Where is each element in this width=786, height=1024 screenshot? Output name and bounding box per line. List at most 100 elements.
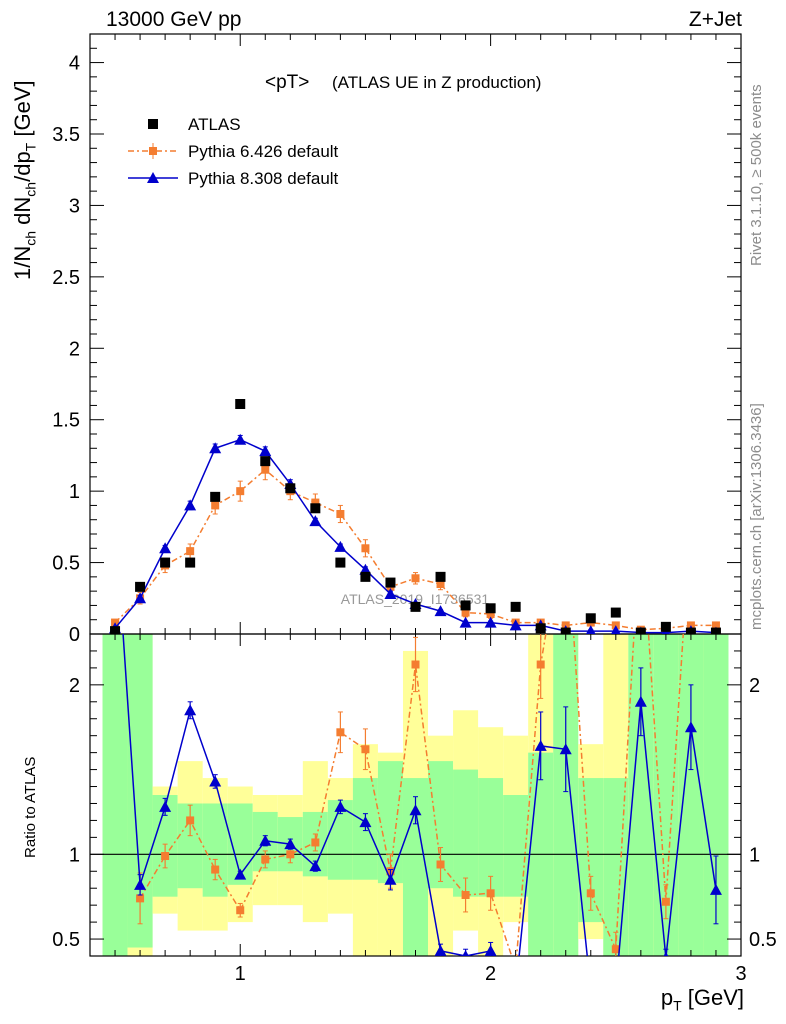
data-point: [360, 571, 371, 582]
data-point: [235, 399, 246, 409]
data-point: [261, 465, 270, 474]
data-point: [261, 855, 270, 864]
data-point: [184, 704, 197, 716]
data-point: [461, 890, 470, 899]
data-point: [186, 547, 195, 556]
x-tick-label: 1: [235, 963, 246, 985]
data-point: [134, 592, 147, 604]
data-point: [135, 581, 146, 592]
data-point: [484, 944, 497, 956]
data-point: [485, 603, 496, 614]
y-tick-label: 3: [69, 195, 80, 217]
data-point: [310, 503, 321, 514]
data-point: [634, 695, 647, 707]
data-point: [484, 616, 497, 628]
legend: <pT> (ATLAS UE in Z production) ATLAS Pythi…: [128, 72, 541, 188]
ratio-y-tick-label-right: 0.5: [749, 929, 777, 951]
y-tick-label: 0: [69, 624, 80, 646]
legend-label: Pythia 8.308 default: [188, 169, 339, 188]
data-point: [259, 445, 272, 457]
data-point: [159, 542, 172, 554]
data-point: [285, 483, 296, 494]
data-point: [385, 577, 396, 588]
band-inner: [202, 803, 228, 897]
y-tick-label: 4: [69, 53, 80, 75]
ratio-y-tick-label: 1: [69, 844, 80, 866]
band-inner: [678, 634, 704, 956]
band-inner: [102, 634, 128, 956]
data-point: [134, 878, 147, 890]
data-point: [161, 852, 170, 861]
data-point: [486, 889, 495, 898]
data-point: [635, 627, 646, 634]
data-point: [611, 945, 620, 954]
legend-title: <pT>: [265, 72, 309, 93]
y-tick-label: 1: [69, 481, 80, 503]
data-point: [436, 860, 445, 869]
band-inner: [553, 634, 579, 956]
data-point: [309, 515, 322, 527]
data-point: [509, 619, 522, 631]
data-point: [234, 868, 247, 880]
legend-marker: [147, 172, 159, 183]
data-point: [259, 834, 272, 846]
data-point: [384, 873, 397, 885]
data-point: [160, 557, 171, 568]
band-inner: [453, 769, 479, 897]
data-point: [535, 623, 546, 634]
y-tick-label: 1.5: [52, 410, 80, 432]
ratio-y-tick-label: 0.5: [52, 929, 80, 951]
data-point: [610, 607, 621, 618]
data-point: [435, 571, 446, 582]
data-point: [309, 860, 322, 872]
data-point: [684, 721, 697, 733]
data-point: [110, 626, 121, 634]
process-label: Z+Jet: [688, 8, 742, 31]
x-tick-label: 2: [485, 963, 496, 985]
legend-label: ATLAS: [188, 115, 241, 134]
main-y-axis: 0 0.5 1 1.5 2 2.5 3 3.5 4: [52, 33, 741, 646]
data-point: [436, 580, 445, 588]
data-point: [534, 739, 547, 751]
data-point: [136, 894, 145, 903]
ratio-y-axis: 0.5 0.5 1 1 2 2: [52, 633, 777, 957]
band-inner: [503, 795, 529, 897]
data-point: [685, 627, 696, 634]
data-point: [459, 616, 472, 628]
data-point: [284, 838, 297, 850]
data-point: [586, 889, 595, 898]
data-point: [410, 601, 421, 612]
data-point: [434, 944, 447, 956]
data-point: [209, 442, 222, 454]
ratio-y-tick-label: 2: [69, 675, 80, 697]
data-point: [411, 574, 420, 583]
data-point: [234, 433, 247, 445]
data-point: [286, 850, 295, 859]
data-point: [536, 660, 545, 669]
data-point: [559, 743, 572, 755]
y-tick-label: 2: [69, 338, 80, 360]
ratio-y-tick-label-right: 1: [749, 844, 760, 866]
data-point: [336, 510, 345, 518]
data-point: [359, 816, 372, 828]
data-point: [236, 487, 245, 496]
data-point: [361, 544, 370, 553]
data-point: [585, 625, 596, 634]
series-atlas: [110, 399, 721, 634]
main-series: [109, 399, 721, 634]
data-point: [709, 883, 722, 895]
y-tick-label: 2.5: [52, 267, 80, 289]
ratio-series: [122, 634, 722, 956]
data-point: [185, 557, 196, 568]
series-line: [139, 634, 684, 956]
data-point: [434, 605, 447, 617]
data-point: [462, 950, 469, 956]
x-tick-label: 3: [735, 963, 746, 985]
y-tick-label: 0.5: [52, 553, 80, 575]
data-point: [209, 775, 222, 787]
legend-marker: [148, 119, 158, 129]
data-point: [236, 906, 245, 915]
data-point: [560, 627, 571, 634]
data-point: [710, 627, 721, 634]
